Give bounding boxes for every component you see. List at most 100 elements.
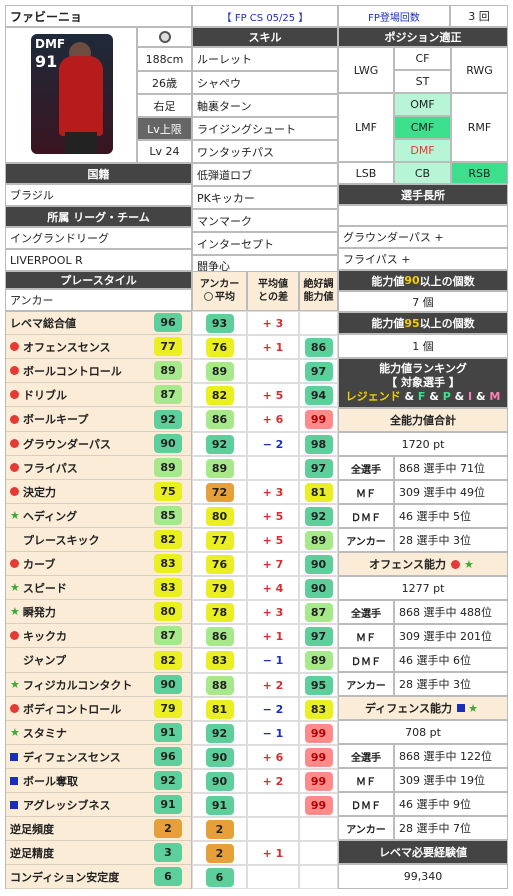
rank-value: 28 選手中 7位 <box>394 816 508 840</box>
anchor-avg-header: アンカー 平均 <box>192 271 247 311</box>
stat-value: 3 <box>154 843 182 862</box>
stat-value-cell: 92 <box>145 407 191 432</box>
diff-cell: − 2 <box>247 432 299 456</box>
stat-value-cell: 82 <box>145 648 191 673</box>
stat-value-cell: 83 <box>145 552 191 576</box>
rank-value: 46 選手中 9位 <box>394 792 508 816</box>
peak-value: 99 <box>304 747 333 767</box>
stat-value-cell: 6 <box>145 865 191 889</box>
diff-cell <box>247 793 299 817</box>
star-icon: ★ <box>468 701 478 715</box>
lv-value: Lv 24 <box>137 140 192 163</box>
stat-name: 逆足精度 <box>10 846 54 860</box>
stat-name: プレースキック <box>23 533 100 547</box>
club: LIVERPOOL R <box>5 249 192 271</box>
anchor-avg-cell: 89 <box>192 456 247 480</box>
stat-value: 75 <box>154 482 182 501</box>
count90-number: 90 <box>404 274 420 287</box>
stat-name: 決定力 <box>23 485 56 499</box>
stat-value-cell: 90 <box>145 673 191 697</box>
peak-cell <box>299 311 338 335</box>
anchor-avg-cell: 90 <box>192 769 247 793</box>
defense-square-icon <box>457 704 466 712</box>
anchor-avg-cell: 83 <box>192 648 247 673</box>
ranking-section-title-text: 全能力値合計 <box>390 414 456 427</box>
stat-label: オフェンスセンス <box>6 335 145 359</box>
stat-label: ジャンプ <box>6 648 145 673</box>
card-overall: 91 <box>35 52 58 71</box>
peak-header: 絶好調 能力値 <box>299 271 338 311</box>
anchor-avg-value: 92 <box>205 434 234 454</box>
amp: & <box>425 390 443 403</box>
anchor-avg-cell: 92 <box>192 721 247 745</box>
stat-value: 79 <box>154 699 182 718</box>
player-portrait: DMF 91 <box>31 34 113 154</box>
rank-group-label: ＭＦ <box>338 624 394 648</box>
peak-cell: 81 <box>299 480 338 504</box>
ranking-section-title: ディフェンス能力 ★ <box>338 696 508 720</box>
pos-dmf: DMF <box>394 139 451 162</box>
peak-value: 86 <box>304 337 333 357</box>
rank-value: 46 選手中 6位 <box>394 648 508 672</box>
star-icon: ★ <box>10 581 20 594</box>
ranking-title-text: 能力値ランキング <box>379 362 467 375</box>
offense-dot-icon <box>10 366 19 375</box>
ranking-title: 能力値ランキング 【 対象選手 】 レジェンド & F & P & I & M <box>338 358 508 408</box>
stat-name: ボールキープ <box>23 413 89 426</box>
diff-value: + 2 <box>262 678 284 692</box>
stat-label: レベマ総合値 <box>6 311 145 335</box>
anchor-avg-value: 91 <box>205 795 234 815</box>
stat-name: ボールコントロール <box>23 364 122 378</box>
stat-name: フィジカルコンタクト <box>22 678 133 692</box>
peak-value: 97 <box>304 626 333 646</box>
stat-value: 89 <box>154 361 182 380</box>
age: 26歳 <box>137 71 192 94</box>
offense-dot-icon <box>10 463 19 472</box>
diff-cell: + 5 <box>247 383 299 407</box>
offense-dot-icon <box>10 390 19 399</box>
diff-cell: + 4 <box>247 576 299 600</box>
ranking-section-value: 708 pt <box>338 720 508 744</box>
peak-value: 90 <box>304 554 333 574</box>
stat-value-cell: 82 <box>145 528 191 552</box>
offense-dot-icon <box>10 559 19 568</box>
peak-value: 97 <box>304 458 333 478</box>
stat-name: ディフェンスセンス <box>23 750 121 764</box>
peak-cell: 97 <box>299 624 338 648</box>
anchor-avg-value: 89 <box>205 458 234 478</box>
diff-value: − 2 <box>262 437 284 451</box>
count90-header: 能力値 90 以上の個数 <box>338 270 508 291</box>
anchor-avg-cell: 79 <box>192 576 247 600</box>
foot: 右足 <box>137 94 192 117</box>
anchor-avg-value: 86 <box>205 626 234 646</box>
position-header: ポジション適正 <box>338 27 508 47</box>
rank-group-label: 全選手 <box>338 744 394 768</box>
anchor-avg-value: 89 <box>205 361 234 381</box>
peak-cell <box>299 865 338 889</box>
stat-value-cell: 91 <box>145 793 191 817</box>
pos-rmf: RMF <box>451 93 508 162</box>
pos-omf: OMF <box>394 93 451 116</box>
pos-rsb: RSB <box>451 162 508 184</box>
anchor-avg-cell: 78 <box>192 600 247 624</box>
anchor-avg-cell: 93 <box>192 311 247 335</box>
anchor-avg-value: 81 <box>205 699 234 719</box>
anchor-avg-value: 2 <box>205 819 234 839</box>
anchor-avg-cell: 82 <box>192 383 247 407</box>
star-icon: ★ <box>463 557 474 571</box>
offense-dot-icon <box>10 414 19 424</box>
header-text: 平均 <box>215 292 235 303</box>
offense-dot-icon <box>10 631 19 640</box>
lv-max-label: Lv上限 <box>137 117 192 140</box>
diff-header: 平均値 との差 <box>247 271 299 311</box>
peak-cell: 97 <box>299 456 338 480</box>
anchor-avg-value: 83 <box>205 651 234 670</box>
ranking-section-value: 1277 pt <box>338 576 508 600</box>
defense-square-icon <box>10 800 18 809</box>
stat-name: オフェンスセンス <box>23 340 111 354</box>
diff-cell: + 3 <box>247 600 299 624</box>
stat-label: カーブ <box>6 552 145 576</box>
stat-value: 92 <box>154 771 182 790</box>
diff-cell: + 1 <box>247 841 299 865</box>
rank-group-label: アンカー <box>338 672 394 696</box>
